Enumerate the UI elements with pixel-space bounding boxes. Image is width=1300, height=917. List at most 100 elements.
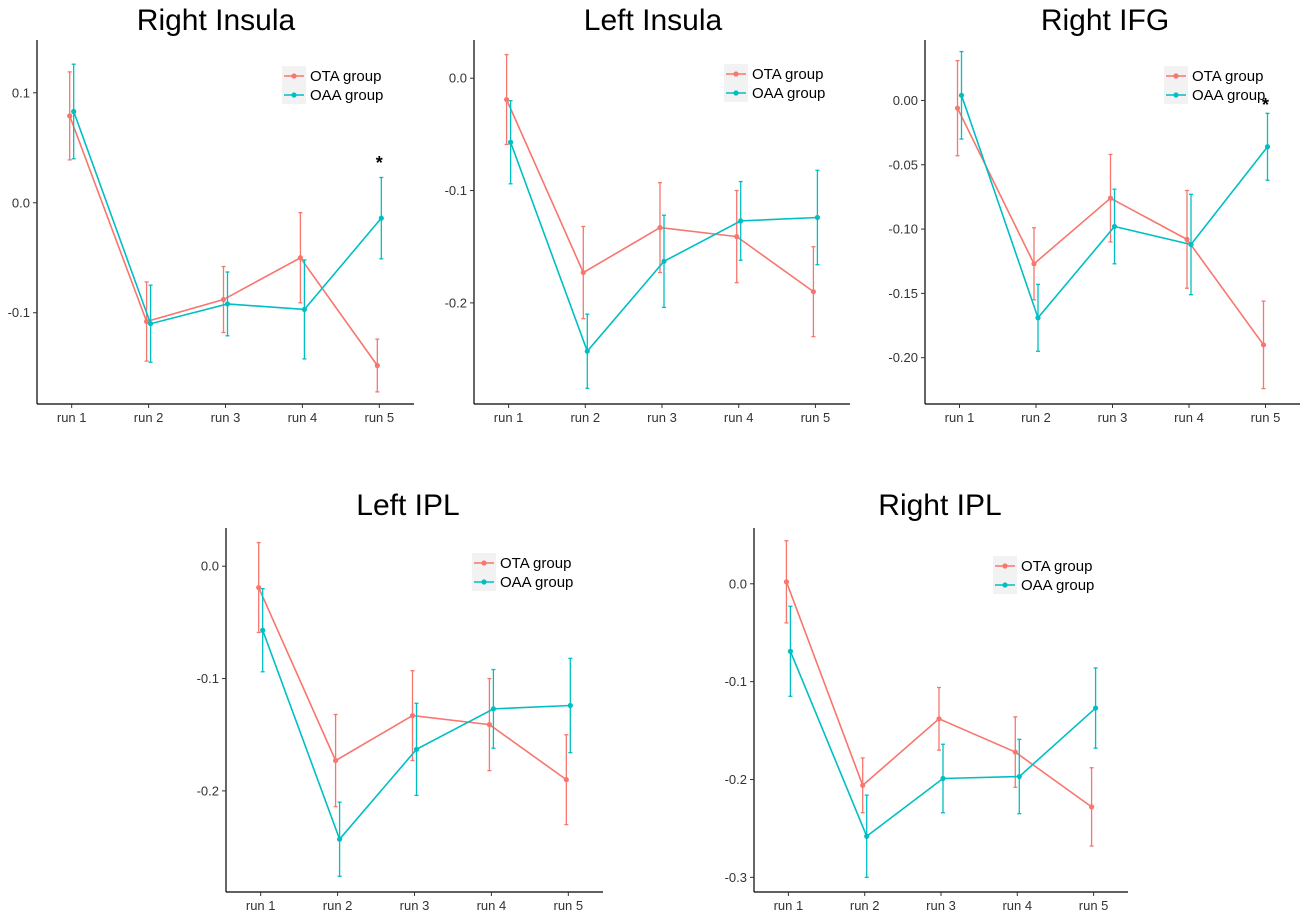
data-point [1016, 773, 1022, 780]
data-point [1188, 241, 1194, 248]
data-point [490, 706, 497, 712]
data-point [738, 218, 744, 224]
data-point [256, 584, 262, 591]
data-point [71, 108, 77, 115]
chart-title: Left Insula [584, 4, 723, 37]
significance-marker: * [376, 153, 383, 173]
x-tick-label: run 4 [1002, 898, 1032, 913]
data-point [734, 234, 740, 240]
data-point [1260, 342, 1267, 348]
legend: OTA group OAA group [724, 64, 825, 102]
legend-entry: OAA group [500, 574, 573, 591]
data-point [1264, 144, 1271, 150]
data-point [787, 648, 794, 654]
data-point [810, 289, 817, 295]
y-tick-label: -0.05 [888, 157, 918, 172]
data-point [1088, 804, 1095, 810]
y-tick-label: -0.2 [197, 783, 219, 798]
y-tick-label: -0.1 [445, 183, 467, 198]
data-point [413, 746, 420, 752]
legend-key-point [733, 71, 739, 77]
legend-entry: OAA group [1021, 577, 1094, 594]
chart-panel-3: Right IFG -0.20 -0.15 -0.10 -0.05 0.00 run 1 ru… [888, 4, 1300, 425]
data-point [1035, 315, 1041, 321]
data-point [1012, 749, 1018, 755]
legend-key-background [1164, 66, 1188, 104]
legend-key-background [282, 66, 306, 104]
data-point [332, 757, 339, 764]
chart-panel-1: Right Insula -0.1 0.0 0.1 run 1 run 2 run 3 run… [8, 4, 414, 425]
legend-key-point [291, 73, 297, 79]
legend-entry: OAA group [752, 85, 825, 102]
series-ota [67, 71, 380, 393]
data-point [814, 214, 821, 221]
legend: OTA group OAA group [282, 66, 383, 104]
x-tick-label: run 3 [1098, 410, 1128, 425]
data-point [584, 348, 590, 354]
x-tick-label: run 3 [647, 410, 677, 425]
legend: OTA group OAA group [1164, 66, 1265, 104]
data-point [860, 782, 866, 788]
series-ota [503, 53, 817, 338]
legend-entry: OAA group [310, 87, 383, 104]
x-tick-label: run 2 [134, 410, 164, 425]
data-point [563, 777, 569, 783]
series-ota [256, 541, 569, 826]
series-ota [954, 59, 1267, 390]
y-tick-label: 0.0 [449, 71, 467, 86]
series-oaa [787, 605, 1099, 878]
y-tick-label: 0.0 [12, 195, 30, 210]
y-tick-label: -0.20 [888, 350, 918, 365]
chart-title: Right IFG [1041, 4, 1169, 37]
legend-key-point [733, 90, 739, 96]
x-tick-label: run 3 [211, 410, 241, 425]
x-tick-label: run 2 [323, 898, 353, 913]
chart-title: Right IPL [878, 489, 1001, 522]
series-oaa [958, 50, 1271, 352]
chart-title: Right Insula [137, 4, 296, 37]
data-point [936, 716, 942, 722]
data-point [661, 258, 667, 264]
x-tick-label: run 1 [494, 410, 524, 425]
data-point [503, 96, 510, 103]
data-point [1107, 195, 1114, 201]
series-oaa [507, 100, 821, 389]
data-point [486, 722, 493, 728]
y-tick-label: 0.1 [12, 85, 30, 100]
data-point [580, 269, 586, 276]
y-tick-label: -0.1 [8, 305, 30, 320]
legend-key-point [291, 92, 297, 98]
data-point [507, 139, 514, 145]
x-tick-label: run 5 [1079, 898, 1109, 913]
x-tick-label: run 4 [477, 898, 507, 913]
y-tick-label: -0.10 [888, 222, 918, 237]
x-tick-label: run 3 [926, 898, 956, 913]
x-tick-label: run 4 [288, 410, 318, 425]
legend: OTA group OAA group [472, 553, 573, 591]
x-tick-label: run 1 [246, 898, 276, 913]
data-point [409, 713, 416, 719]
legend-key-point [481, 560, 487, 566]
x-tick-label: run 5 [1251, 410, 1281, 425]
legend: OTA group OAA group [993, 556, 1094, 594]
x-tick-label: run 1 [774, 898, 804, 913]
legend-key-point [1173, 73, 1179, 79]
legend-key-point [1002, 563, 1008, 569]
y-tick-label: -0.2 [725, 772, 747, 787]
data-point [1031, 261, 1037, 267]
significance-marker: * [1262, 95, 1269, 115]
legend-key-background [724, 64, 748, 102]
legend-entry: OTA group [1021, 558, 1092, 575]
legend-entry: OTA group [310, 68, 381, 85]
legend-entry: OTA group [1192, 68, 1263, 85]
data-point [336, 836, 343, 842]
x-tick-label: run 1 [945, 410, 975, 425]
legend-key-point [481, 579, 487, 585]
data-point [147, 321, 154, 327]
x-tick-label: run 2 [570, 410, 600, 425]
data-point [1111, 223, 1118, 230]
data-point [958, 92, 965, 98]
data-point [224, 301, 231, 307]
data-point [864, 833, 870, 839]
